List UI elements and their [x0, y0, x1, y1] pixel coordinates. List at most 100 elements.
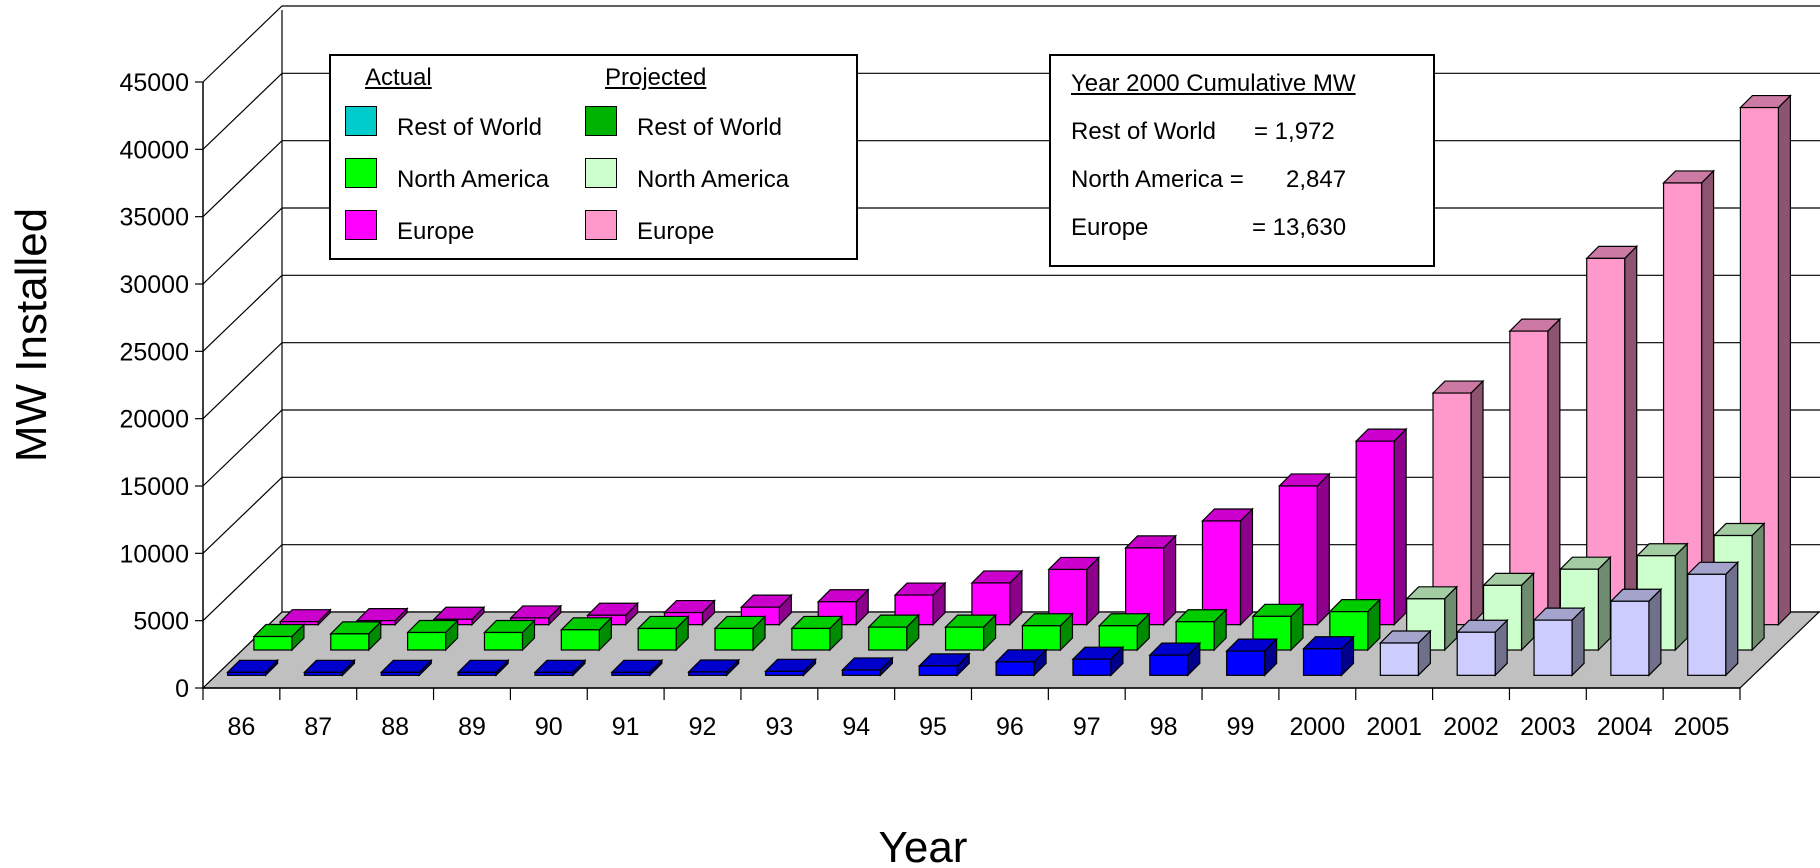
legend-swatch-projected-rest-of-world	[585, 106, 617, 136]
bar-north-america-89	[483, 619, 536, 652]
y-tick-label: 40000	[119, 136, 189, 164]
bar-rest-of-world-99	[1225, 637, 1279, 677]
chart-bars	[226, 94, 1792, 677]
bar-rest-of-world-2001	[1378, 629, 1432, 677]
bar-north-america-92	[713, 615, 767, 652]
legend-label-actual-europe: Europe	[397, 218, 475, 245]
bar-rest-of-world-89	[456, 658, 510, 677]
y-tick-label: 45000	[119, 69, 189, 97]
bar-front-face	[253, 635, 293, 651]
bar-side-face	[1725, 560, 1739, 677]
bar-north-america-97	[1097, 612, 1151, 652]
summary-label: North America =	[1071, 166, 1244, 193]
bar-front-face	[1302, 648, 1343, 676]
bar-rest-of-world-88	[379, 658, 433, 677]
bar-north-america-93	[790, 615, 844, 652]
summary-label: Europe	[1071, 214, 1149, 241]
gridline	[202, 274, 1820, 352]
bar-front-face	[226, 671, 267, 676]
legend-label-actual-north-america: North America	[397, 166, 550, 193]
bar-rest-of-world-97	[1071, 645, 1125, 677]
x-tick-label: 2002	[1443, 713, 1499, 741]
bar-rest-of-world-91	[610, 658, 664, 677]
bar-europe-2000	[1354, 427, 1408, 627]
x-tick-label: 2001	[1366, 713, 1422, 741]
legend-swatch-actual-europe	[345, 210, 377, 240]
bar-front-face	[637, 627, 677, 651]
bar-rest-of-world-98	[1148, 641, 1202, 677]
bar-rest-of-world-95	[917, 652, 971, 677]
bar-side-face	[1163, 534, 1177, 627]
bar-side-face	[1751, 522, 1765, 652]
bar-front-face	[1072, 658, 1112, 676]
bar-front-face	[1149, 654, 1189, 676]
legend-swatch-actual-north-america	[345, 158, 377, 188]
gridline	[202, 476, 1820, 554]
legend-swatch-projected-north-america	[585, 158, 617, 188]
bar-front-face	[1226, 650, 1266, 676]
bar-north-america-2001	[1405, 585, 1459, 652]
bar-front-face	[407, 631, 447, 651]
bar-rest-of-world-90	[533, 658, 587, 677]
summary-value: 2,847	[1286, 166, 1347, 193]
x-tick-label: 88	[381, 713, 409, 741]
bar-side-face	[1239, 507, 1254, 627]
bar-north-america-87	[329, 620, 383, 652]
gridline	[202, 342, 1820, 420]
x-tick-label: 2003	[1520, 713, 1576, 741]
bar-rest-of-world-2000	[1302, 635, 1355, 677]
bar-side-face	[1648, 587, 1662, 677]
x-tick-label: 86	[228, 713, 256, 741]
bar-front-face	[868, 626, 908, 651]
bar-front-face	[380, 671, 420, 676]
bar-front-face	[995, 661, 1035, 676]
bar-side-face	[1597, 555, 1611, 652]
bar-europe-86	[278, 608, 332, 627]
bar-front-face	[1379, 642, 1419, 676]
x-tick-label: 2005	[1674, 713, 1730, 741]
x-tick-label: 97	[1073, 713, 1101, 741]
x-tick-label: 96	[996, 713, 1024, 741]
year-2000-summary-box: Year 2000 Cumulative MW Rest of World = …	[1049, 54, 1435, 267]
bar-front-face	[1533, 619, 1573, 676]
bar-side-face	[1547, 317, 1561, 627]
bar-front-face	[1432, 392, 1472, 626]
x-tick-label: 92	[689, 713, 717, 741]
x-tick-label: 91	[612, 713, 640, 741]
summary-title: Year 2000 Cumulative MW	[1071, 70, 1356, 97]
legend-label-projected-north-america: North America	[637, 166, 790, 193]
legend-projected-heading: Projected	[605, 64, 707, 91]
bar-north-america-90	[559, 616, 613, 652]
legend-label-projected-rest-of-world: Rest of World	[637, 114, 782, 141]
y-tick-label: 20000	[119, 406, 189, 434]
bar-front-face	[714, 627, 754, 651]
y-tick-label: 15000	[119, 473, 189, 501]
bar-side-face	[1316, 472, 1330, 627]
bar-front-face	[303, 671, 344, 676]
bar-rest-of-world-96	[994, 648, 1048, 677]
y-axis-title: MW Installed	[7, 208, 56, 462]
legend-swatch-actual-rest-of-world	[345, 106, 377, 136]
bar-rest-of-world-93	[764, 657, 817, 677]
bar-north-america-2002	[1482, 571, 1535, 652]
bar-rest-of-world-87	[302, 658, 356, 677]
bar-north-america-88	[406, 619, 460, 652]
y-tick-label: 5000	[133, 608, 189, 636]
x-tick-label: 93	[765, 713, 793, 741]
x-tick-label: 2004	[1597, 713, 1653, 741]
bar-front-face	[1456, 631, 1496, 676]
summary-label: Rest of World	[1071, 118, 1216, 145]
bar-front-face	[1021, 625, 1062, 651]
bar-front-face	[1098, 625, 1138, 651]
bar-front-face	[1278, 485, 1318, 626]
x-tick-label: 95	[919, 713, 947, 741]
bar-rest-of-world-86	[226, 658, 280, 677]
bar-rest-of-world-2005	[1686, 560, 1740, 677]
y-tick-label: 25000	[119, 338, 189, 366]
y-tick-label: 35000	[119, 204, 189, 232]
y-tick-label: 30000	[119, 271, 189, 299]
x-tick-label: 90	[535, 713, 563, 741]
legend-actual-heading: Actual	[365, 64, 432, 91]
x-axis-title: Year	[879, 823, 968, 868]
